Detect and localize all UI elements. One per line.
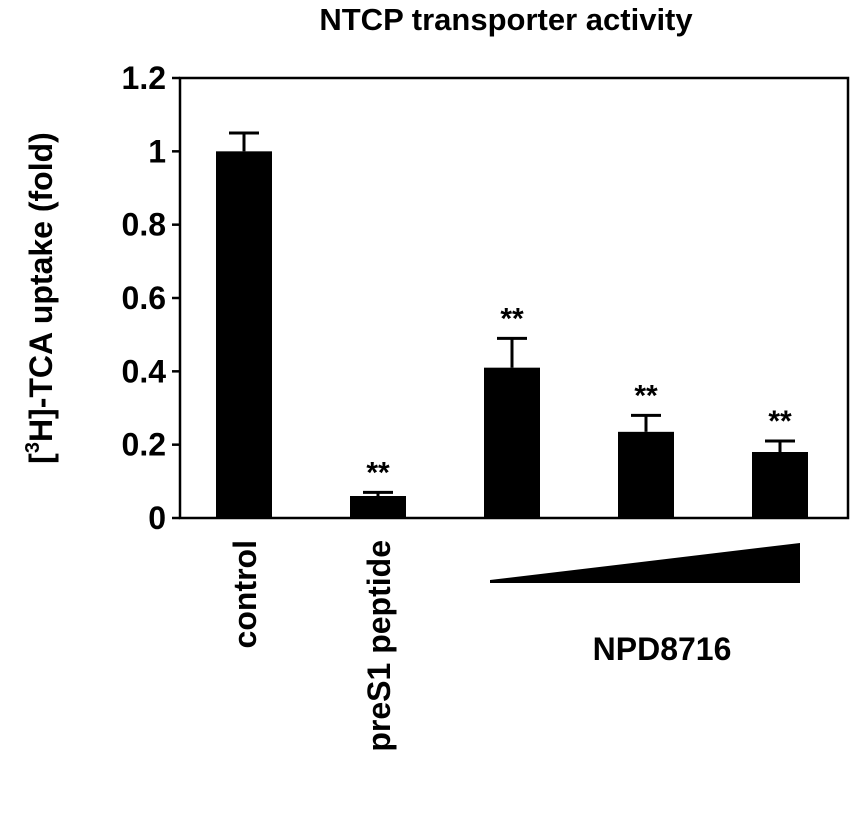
x-category-label: control <box>227 540 263 648</box>
significance-marker: ** <box>768 405 792 438</box>
bar <box>484 367 540 518</box>
bar <box>618 431 674 518</box>
y-tick-label: 0.4 <box>122 353 167 389</box>
bar <box>752 452 808 518</box>
y-axis-label-suffix: H]-TCA uptake (fold) <box>23 132 59 442</box>
y-tick-label: 0.2 <box>122 427 166 463</box>
y-tick-label: 1 <box>148 133 166 169</box>
y-axis-label: [3H]-TCA uptake (fold) <box>22 132 59 464</box>
significance-marker: ** <box>500 302 524 335</box>
plot-area: 0 0.2 0.4 0.6 0.8 1 1.2 control ** preS1 peptide *… <box>122 60 850 752</box>
group-label-npd8716: NPD8716 <box>593 631 732 667</box>
y-tick-label: 0.6 <box>122 280 166 316</box>
bar <box>350 496 406 518</box>
y-axis-label-prefix: [ <box>23 453 59 464</box>
x-category-label: preS1 peptide <box>361 540 397 752</box>
chart-title: NTCP transporter activity <box>319 2 693 37</box>
y-tick-label: 0.8 <box>122 207 166 243</box>
bar <box>216 151 272 519</box>
significance-marker: ** <box>366 456 390 489</box>
y-axis-label-superscript: 3 <box>22 442 44 453</box>
dose-wedge <box>490 543 800 583</box>
y-tick-label: 0 <box>148 500 166 536</box>
significance-marker: ** <box>634 379 658 412</box>
y-tick-label: 1.2 <box>122 60 166 96</box>
